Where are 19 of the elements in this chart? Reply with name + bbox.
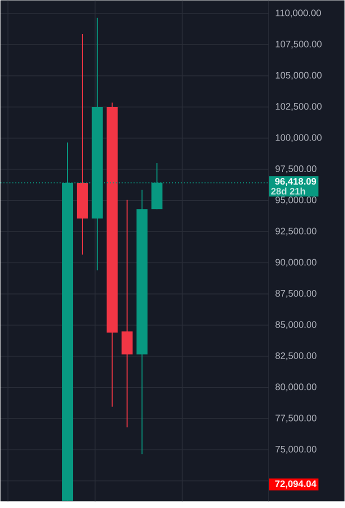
y-tick-label: 85,000.00 [276, 321, 317, 329]
text: 72,094.04 [275, 480, 317, 488]
text: 28d 21h [271, 188, 306, 195]
ref-line-label: 96,418.09 [275, 178, 316, 186]
y-tick-label: 90,000.00 [276, 258, 317, 267]
y-tick-label: 77,500.00 [276, 414, 317, 422]
candlestick [122, 199, 133, 428]
y-tick-label: 110,000.00 [276, 10, 322, 18]
y-tick-label: 105,000.00 [276, 72, 322, 80]
y-tick-label: 82,500.00 [276, 352, 317, 360]
y-tick-label: 95,000.00 [276, 196, 317, 204]
y-tick-label: 75,000.00 [276, 446, 317, 454]
y-tick-label: 87,500.00 [276, 290, 317, 298]
y-tick-label: 107,500.00 [276, 40, 322, 49]
y-tick-label: 102,500.00 [276, 103, 322, 111]
y-tick-label: 80,000.00 [276, 384, 317, 392]
y-tick-label: 97,500.00 [276, 165, 317, 174]
y-tick-label: 100,000.00 [276, 134, 322, 142]
y-tick-label: 92,500.00 [276, 228, 317, 236]
